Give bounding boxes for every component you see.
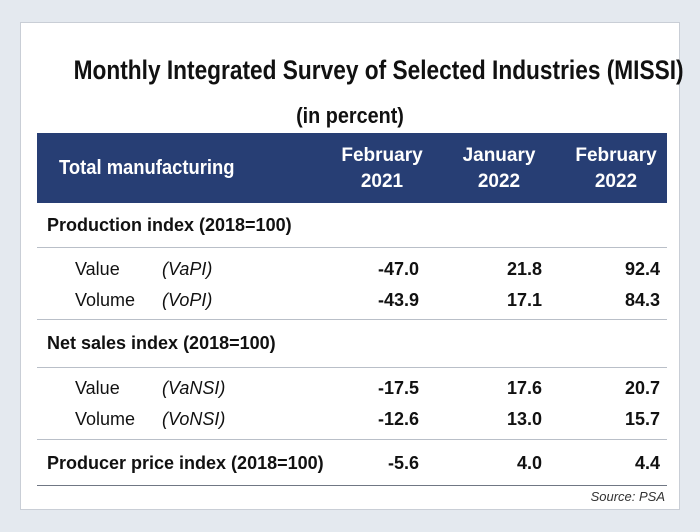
row-abbr: (VoNSI): [162, 409, 226, 429]
header-col-line2: 2021: [360, 171, 404, 192]
table-row: Value (VaPI) -47.0 21.8 92.4: [37, 259, 667, 293]
source-note: Source: PSA: [590, 489, 665, 504]
cell-value: 17.6: [506, 378, 542, 398]
cell-value: 21.8: [506, 259, 542, 279]
cell-value: 13.0: [506, 409, 542, 429]
cell-value: 92.4: [624, 259, 660, 279]
row-abbr: (VaNSI): [162, 378, 226, 398]
table-row: Value (VaNSI) -17.5 17.6 20.7: [37, 378, 667, 412]
row-name: Volume: [75, 290, 136, 310]
header-col-line1: January: [462, 145, 536, 166]
row-name: Volume: [75, 409, 136, 429]
cell-value: -47.0: [377, 259, 419, 279]
cell-value: 17.1: [506, 290, 542, 310]
header-col-feb-2022: February 2022: [566, 143, 666, 195]
table-card: Monthly Integrated Survey of Selected In…: [20, 22, 684, 510]
header-col-line2: 2022: [477, 171, 521, 192]
cell-value: 15.7: [624, 409, 660, 429]
row-divider: [37, 247, 667, 248]
row-divider: [37, 367, 667, 368]
row-abbr: (VoPI): [162, 290, 213, 310]
cell-value: -43.9: [377, 290, 419, 310]
header-col-line1: February: [341, 145, 423, 166]
cell-value: 20.7: [624, 378, 660, 398]
header-col-feb-2021: February 2021: [332, 143, 432, 195]
header-col-jan-2022: January 2022: [449, 143, 549, 195]
cell-value: 4.0: [516, 453, 542, 473]
header-col-line1: February: [575, 145, 657, 166]
section-heading-net-sales: Net sales index (2018=100): [37, 333, 667, 367]
section-heading-label: Production index (2018=100): [47, 215, 292, 235]
section-heading-label: Net sales index (2018=100): [47, 333, 276, 353]
cell-value: 4.4: [634, 453, 660, 473]
cell-value: -5.6: [387, 453, 419, 473]
table-bottom-rule: [37, 485, 667, 486]
section-heading-label: Producer price index (2018=100): [47, 453, 324, 473]
row-name: Value: [75, 378, 120, 398]
header-label: Total manufacturing: [59, 157, 235, 179]
row-divider: [37, 319, 667, 320]
cell-value: -17.5: [377, 378, 419, 398]
cell-value: -12.6: [377, 409, 419, 429]
table-header: Total manufacturing February 2021 Januar…: [37, 133, 667, 203]
row-abbr: (VaPI): [162, 259, 213, 279]
table-subtitle: (in percent): [296, 103, 404, 128]
section-heading-production: Production index (2018=100): [37, 215, 667, 249]
header-col-line2: 2022: [594, 171, 638, 192]
table-row: Volume (VoNSI) -12.6 13.0 15.7: [37, 409, 667, 443]
row-name: Value: [75, 259, 120, 279]
table-row: Volume (VoPI) -43.9 17.1 84.3: [37, 290, 667, 324]
table-title: Monthly Integrated Survey of Selected In…: [73, 55, 684, 85]
cell-value: 84.3: [624, 290, 660, 310]
table-row-ppi: Producer price index (2018=100) -5.6 4.0…: [37, 453, 667, 487]
row-divider: [37, 439, 667, 440]
